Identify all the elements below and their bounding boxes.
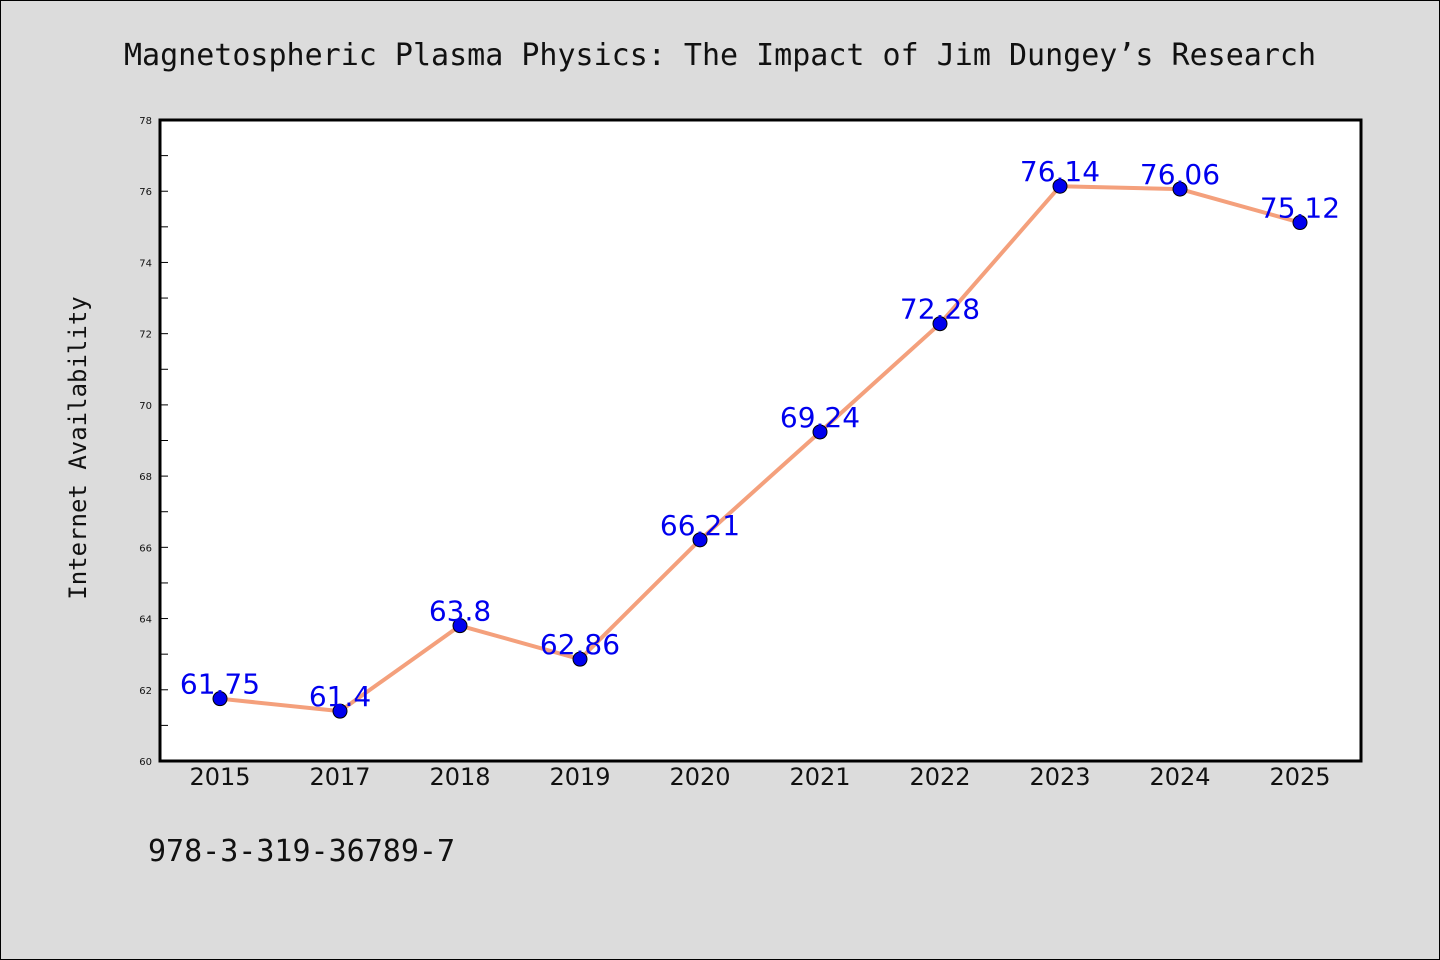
x-tick-label: 2025: [1269, 763, 1330, 791]
y-tick-label: 70: [139, 401, 152, 412]
x-tick-label: 2021: [789, 763, 850, 791]
data-label: 61.75: [180, 668, 260, 701]
x-tick-label: 2023: [1029, 763, 1090, 791]
data-point-marker: [212, 691, 228, 707]
data-label: 75.12: [1260, 192, 1340, 225]
data-label: 72.28: [900, 293, 980, 326]
data-label: 76.14: [1020, 155, 1100, 188]
x-tick-label: 2024: [1149, 763, 1210, 791]
data-point-marker: [1172, 181, 1188, 197]
y-tick-label: 60: [139, 757, 152, 768]
x-tick-label: 2020: [669, 763, 730, 791]
chart-title: Magnetospheric Plasma Physics: The Impac…: [123, 38, 1317, 73]
data-point-marker: [932, 316, 948, 332]
y-tick-label: 62: [139, 686, 152, 697]
y-tick-label: 64: [139, 615, 152, 626]
y-tick-label: 74: [139, 258, 152, 269]
data-label: 66.21: [660, 509, 740, 542]
plot-area: [158, 118, 1363, 763]
x-tick-label: 2022: [909, 763, 970, 791]
footnote-isbn: 978-3-319-36789-7: [148, 834, 456, 869]
y-tick-label: 78: [139, 116, 152, 127]
y-tick-label: 68: [139, 472, 152, 483]
data-point-marker: [452, 618, 468, 634]
data-point-marker: [332, 703, 348, 719]
data-label: 69.24: [780, 401, 860, 434]
data-point-marker: [1292, 215, 1308, 231]
data-label: 62.86: [540, 628, 620, 661]
data-label: 76.06: [1140, 158, 1220, 191]
y-tick-label: 76: [139, 187, 152, 198]
data-label: 63.8: [429, 595, 491, 628]
y-tick-label: 72: [139, 330, 152, 341]
series-line: [218, 184, 1302, 714]
data-point-marker: [692, 532, 708, 548]
y-axis-label: Internet Availability: [64, 296, 92, 599]
y-tick-label: 66: [139, 543, 152, 554]
data-point-marker: [572, 651, 588, 667]
x-tick-label: 2019: [549, 763, 610, 791]
data-point-marker: [812, 424, 828, 440]
x-tick-label: 2017: [309, 763, 370, 791]
data-point-marker: [1052, 178, 1068, 194]
x-tick-label: 2015: [189, 763, 250, 791]
data-label: 61.4: [309, 680, 371, 713]
x-tick-label: 2018: [429, 763, 490, 791]
